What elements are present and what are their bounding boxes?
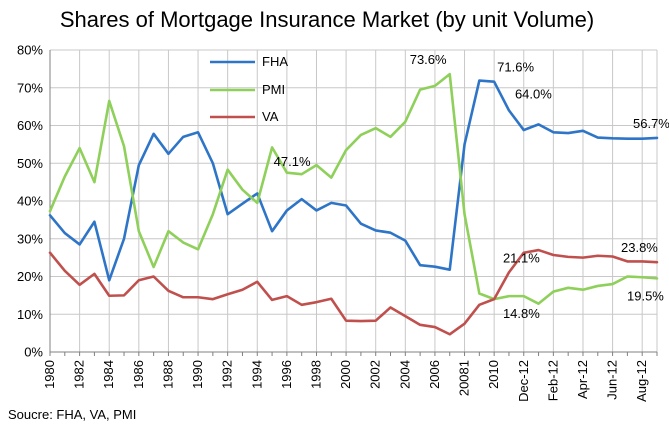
x-axis-tick-labels: 1980 1982 1984 1986 1988 1990 1992 1994 1996 1998… (42, 360, 649, 402)
data-label-va: 21.1% (503, 250, 540, 265)
x-tick-label: 2010 (486, 360, 501, 389)
x-tick-label: 1986 (131, 360, 146, 389)
x-tick-label: 1982 (72, 360, 87, 389)
data-label-fha: 71.6% (497, 60, 534, 75)
x-tick-label: 2004 (397, 360, 412, 389)
y-tick-label: 10% (17, 307, 43, 322)
x-tick-label: 1994 (249, 360, 264, 389)
x-tick-label: Jun-12 (605, 360, 620, 400)
series-lines (48, 72, 659, 336)
x-tick-label: 20081 (457, 360, 472, 396)
x-tick-label: 2002 (368, 360, 383, 389)
y-tick-label: 20% (17, 269, 43, 284)
y-tick-label: 40% (17, 194, 43, 209)
x-tick-label: 1992 (220, 360, 235, 389)
source-note: Soucre: FHA, VA, PMI (8, 407, 136, 422)
x-tick-label: 2006 (427, 360, 442, 389)
x-tick-label: 1996 (279, 360, 294, 389)
chart-title: Shares of Mortgage Insurance Market (by … (60, 7, 594, 32)
axes (49, 50, 658, 356)
y-axis-tick-labels: 0% 10% 20% 30% 40% 50% 60% 70% 80% (17, 43, 43, 360)
data-label-pmi: 19.5% (627, 288, 664, 303)
x-tick-label: 1998 (308, 360, 323, 389)
x-tick-label: 1980 (42, 360, 57, 389)
data-label-fha: 64.0% (515, 86, 552, 101)
y-tick-label: 0% (24, 345, 43, 360)
x-tick-label: Aug-12 (634, 360, 649, 402)
data-label-pmi: 73.6% (410, 52, 447, 67)
legend-label-pmi: PMI (262, 82, 285, 97)
y-tick-label: 60% (17, 118, 43, 133)
x-tick-label: Apr-12 (575, 360, 590, 399)
legend: FHA PMI VA (210, 54, 288, 124)
series-line-va (48, 248, 659, 336)
x-tick-label: Feb-12 (545, 360, 560, 401)
y-tick-label: 50% (17, 156, 43, 171)
y-tick-label: 70% (17, 80, 43, 95)
y-tick-label: 30% (17, 231, 43, 246)
data-label-va: 23.8% (621, 240, 658, 255)
y-tick-label: 80% (17, 43, 43, 58)
data-label-fha: 56.7% (633, 116, 669, 131)
x-tick-label: 2000 (338, 360, 353, 389)
data-label-pmi: 14.8% (503, 306, 540, 321)
x-tick-label: 1984 (101, 360, 116, 389)
series-line-pmi (48, 72, 659, 305)
x-tick-label: 1988 (160, 360, 175, 389)
legend-label-fha: FHA (262, 54, 288, 69)
x-tick-label: 1990 (190, 360, 205, 389)
data-annotations: 47.1% 73.6% 71.6% 64.0% 56.7% 21.1% 14.8% 23.8%… (274, 52, 669, 321)
series-line-fha (48, 79, 659, 282)
x-tick-label: Dec-12 (516, 360, 531, 402)
data-label-pmi: 47.1% (274, 154, 311, 169)
legend-label-va: VA (262, 109, 279, 124)
